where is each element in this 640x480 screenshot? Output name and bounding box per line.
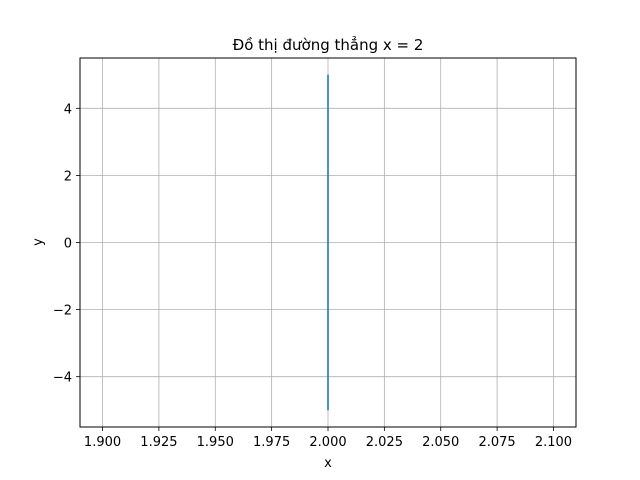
- x-tick-label: 2.050: [422, 435, 459, 450]
- chart-title: Đồ thị đường thẳng x = 2: [233, 35, 424, 54]
- x-tick-label: 1.925: [140, 435, 177, 450]
- x-tick-label: 2.025: [366, 435, 403, 450]
- x-axis-label: x: [324, 456, 332, 471]
- x-tick-label: 1.975: [253, 435, 290, 450]
- x-tick-label: 1.950: [197, 435, 234, 450]
- x-tick-label: 2.100: [535, 435, 572, 450]
- y-tick-label: −4: [53, 371, 72, 386]
- y-tick-label: 2: [64, 169, 72, 184]
- x-tick-label: 2.000: [309, 435, 346, 450]
- y-tick-label: 0: [64, 237, 72, 252]
- y-tick-label: 4: [64, 102, 72, 117]
- y-tick-label: −2: [53, 304, 72, 319]
- y-axis-ticks: −4 −2 0 2 4: [53, 102, 80, 386]
- y-axis-label: y: [31, 238, 46, 246]
- x-tick-label: 2.075: [478, 435, 515, 450]
- x-axis-ticks: 1.900 1.925 1.950 1.975 2.000 2.025 2.050 2.075…: [84, 427, 572, 450]
- x-tick-label: 1.900: [84, 435, 121, 450]
